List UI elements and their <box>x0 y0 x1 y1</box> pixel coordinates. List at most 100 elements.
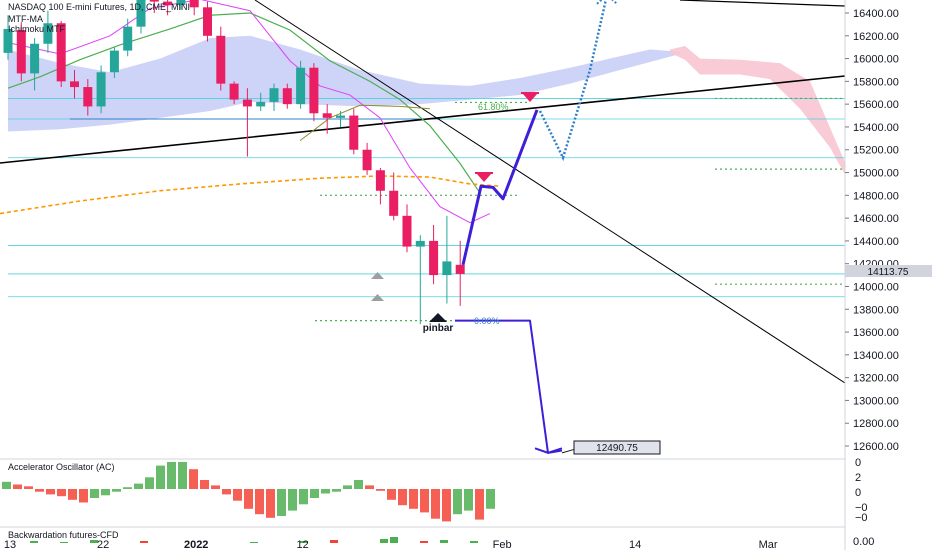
candle <box>176 0 186 10</box>
price-tick-label: 12600.00 <box>853 441 899 453</box>
cfd-bar <box>390 537 398 543</box>
candle-body <box>43 23 53 44</box>
oscillator-bar <box>167 462 176 489</box>
candle <box>389 172 399 221</box>
oscillator-bar <box>233 489 242 501</box>
target-connector <box>561 448 575 454</box>
candle-body <box>203 7 212 36</box>
oscillator-bar <box>156 465 165 489</box>
candle <box>83 79 93 116</box>
candle <box>216 26 226 91</box>
ma-olive <box>299 104 431 142</box>
signal-marker-bar <box>475 172 493 174</box>
price-tick-label: 16000.00 <box>853 54 899 66</box>
oscillator-bar <box>354 480 363 489</box>
time-tick-label: Feb <box>493 539 512 550</box>
price-tick-label: 15800.00 <box>853 76 899 88</box>
oscillator-bar <box>277 489 286 516</box>
candle <box>242 88 252 157</box>
time-tick-label: Mar <box>759 539 778 550</box>
candle-body <box>309 67 319 114</box>
candle <box>402 204 412 253</box>
candle <box>203 1 212 42</box>
price-tick-label: 14600.00 <box>853 213 899 225</box>
candle <box>375 167 385 205</box>
ma-orange <box>0 175 501 215</box>
candle-body <box>189 0 199 8</box>
pinbar-arrow <box>429 313 447 322</box>
oscillator-bar <box>189 469 198 489</box>
candle <box>43 10 53 53</box>
candle <box>136 0 146 34</box>
oscillator-bar <box>101 489 110 496</box>
ma-green <box>7 12 481 194</box>
oscillator-bar <box>222 489 231 495</box>
candle <box>455 240 465 306</box>
cfd-bar <box>250 542 258 543</box>
oscillator-tick-label: −0 <box>855 512 868 524</box>
candle-body <box>70 81 79 88</box>
oscillator-bar <box>387 489 396 500</box>
candle <box>309 63 319 122</box>
candle <box>123 18 133 57</box>
candle <box>415 235 425 325</box>
candle-body <box>3 28 13 53</box>
price-tick-label: 14800.00 <box>853 190 899 202</box>
cfd-bar <box>420 541 428 543</box>
target-price-box: 12490.75 <box>573 440 661 455</box>
candle <box>96 65 106 114</box>
candle-body <box>362 149 372 171</box>
oscillator-bar <box>299 489 308 505</box>
price-tick-label: 16400.00 <box>853 8 899 20</box>
oscillator-bar <box>431 489 440 519</box>
candle <box>149 0 159 13</box>
candle-body <box>269 88 279 102</box>
candle-body <box>375 170 385 191</box>
price-tick-label: 14400.00 <box>853 236 899 248</box>
time-axis: 13 22 2022 12 Feb 14 Mar <box>4 539 778 550</box>
time-tick-label: 13 <box>4 539 16 550</box>
candlesticks[interactable] <box>3 0 465 325</box>
oscillator-bar <box>112 489 121 492</box>
time-tick-label: 12 <box>296 539 308 550</box>
cfd-pane-title: Backwardation futures-CFD <box>8 530 119 540</box>
oscillator-bar <box>79 489 88 503</box>
candle <box>296 60 306 109</box>
candle-body <box>149 0 159 2</box>
oscillator-bar <box>57 489 66 497</box>
price-tick-label: 15200.00 <box>853 145 899 157</box>
candle-body <box>402 215 412 247</box>
oscillator-bar <box>376 489 385 491</box>
oscillator-bar <box>409 489 418 509</box>
oscillator-bar <box>123 487 132 489</box>
time-tick-label: 14 <box>629 539 641 550</box>
cfd-bar <box>90 540 98 543</box>
price-tick-label: 13400.00 <box>853 350 899 362</box>
signal-marker-down <box>477 174 491 182</box>
oscillator-bar <box>332 489 341 492</box>
candle <box>229 81 239 105</box>
candle <box>109 47 119 78</box>
accelerator-oscillator-pane <box>0 458 845 543</box>
fib-618-label: 61.80% <box>478 102 509 112</box>
time-tick-label: 2022 <box>184 539 208 550</box>
candle-body <box>56 23 66 82</box>
price-tick-label: 16200.00 <box>853 31 899 43</box>
candle-body <box>455 264 465 274</box>
candle <box>442 215 452 304</box>
oscillator-bar <box>486 489 495 509</box>
candle-body <box>282 88 292 105</box>
ichimoku-cloud <box>8 35 845 175</box>
cfd-tick-label: 0.00 <box>853 536 874 548</box>
candle-body <box>216 35 226 84</box>
candle-body <box>415 240 425 247</box>
oscillator-tick-label: −0 <box>855 502 868 514</box>
oscillator-bar <box>90 489 99 498</box>
price-tick-label: 13600.00 <box>853 327 899 339</box>
candle <box>282 83 292 109</box>
resistance-trendline <box>254 0 846 384</box>
candle <box>3 15 13 60</box>
candle-body <box>429 240 439 276</box>
price-tick-label: 15600.00 <box>853 99 899 111</box>
candle-body <box>349 115 359 150</box>
